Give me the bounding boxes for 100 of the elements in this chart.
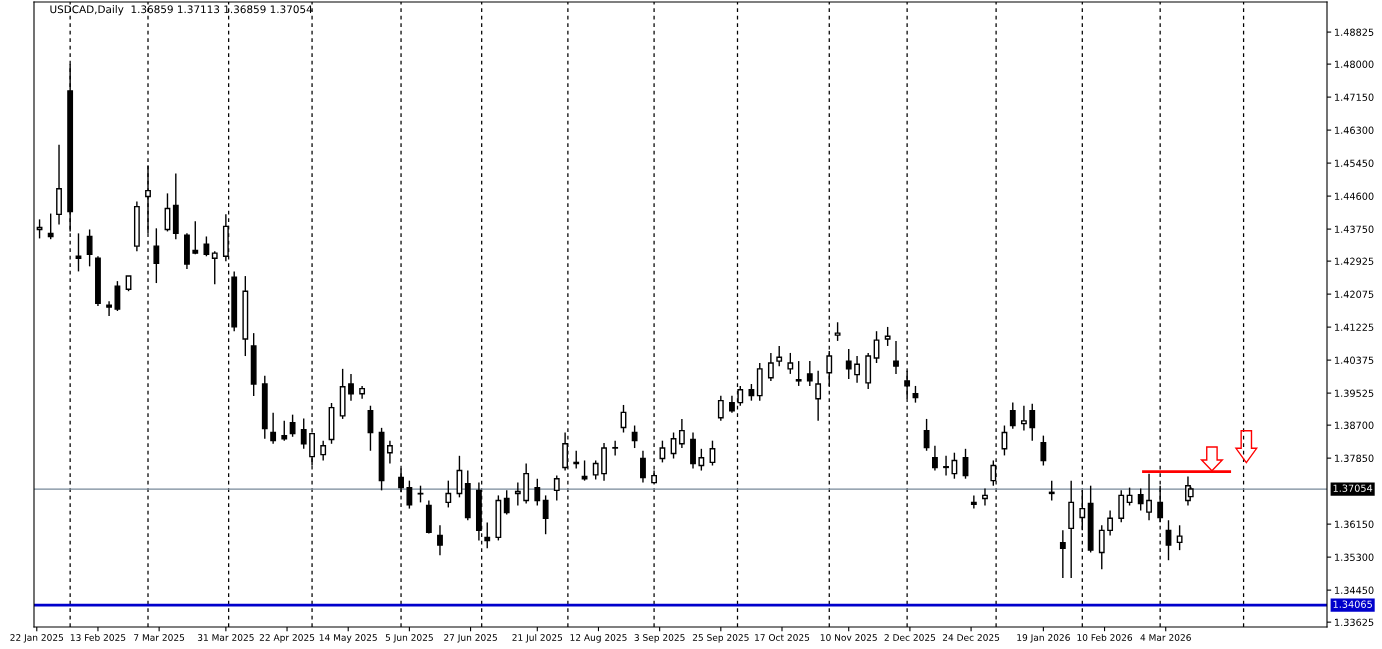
candlestick [982,487,988,507]
candlestick [281,420,288,442]
candlestick [678,418,685,449]
candlestick [1040,434,1047,467]
candlestick [767,352,774,382]
candlestick [845,348,852,380]
y-tick-label: 1.40375 [1335,356,1374,364]
y-tick-label: 1.37850 [1335,454,1374,462]
candlestick [270,412,277,445]
candlestick [776,345,783,367]
y-tick-label: 1.42075 [1335,290,1374,298]
candlestick [437,524,443,556]
candlestick [592,459,599,481]
y-tick-label: 1.38700 [1335,421,1374,429]
x-tick-label: 24 Dec 2025 [942,634,1000,641]
candlestick [923,418,930,452]
y-tick-label: 1.47150 [1335,93,1374,101]
candlestick [445,479,452,509]
x-tick-label: 3 Sep 2025 [634,634,685,643]
candlestick [951,452,958,480]
candlestick [1146,472,1152,521]
candlestick [631,424,638,449]
candlestick [1137,487,1144,512]
ref-line-label: 1.34065 [1333,600,1372,608]
candlestick [640,450,646,484]
candlestick [698,448,705,472]
candlestick [211,250,218,285]
candlestick [503,489,510,516]
candlestick [1029,403,1036,442]
y-tick-label: 1.42925 [1335,257,1374,265]
x-tick-label: 19 Jan 2026 [1017,634,1070,643]
x-tick-label: 22 Jan 2025 [10,634,64,643]
candlestick [153,227,160,284]
candlestick [806,360,813,387]
chart-title: USDCAD,Daily 1.36859 1.37113 1.36859 1.37054 [50,5,313,16]
x-tick-label: 27 Jun 2025 [444,634,497,643]
ref-line-label: 1.37054 [1333,484,1373,492]
candlestick [884,326,891,347]
candlestick [815,370,822,422]
candlestick [106,300,112,317]
candlestick [932,445,938,472]
candlestick [348,373,354,402]
candlestick [834,321,841,342]
candlestick [1059,529,1066,579]
candlestick [553,474,560,502]
y-tick-label: 1.41225 [1335,323,1374,331]
candlestick [893,340,899,375]
candlestick [86,228,93,268]
candlestick [787,352,794,375]
x-tick-label: 10 Nov 2025 [820,634,877,641]
y-tick-label: 1.39525 [1335,389,1374,397]
x-tick-label: 25 Sep 2025 [692,634,749,643]
x-tick-label: 4 Mar 2026 [1140,634,1191,641]
candlestick [1107,509,1114,537]
candlestick [943,455,949,477]
x-tick-label: 31 Mar 2025 [197,634,254,641]
candlestick [203,235,210,257]
candlestick [873,330,880,364]
candlestick [542,494,549,535]
y-tick-label: 1.33625 [1335,618,1374,626]
candlestick [717,394,724,422]
candlestick [406,479,413,510]
y-tick-label: 1.34450 [1335,586,1374,594]
candlestick [1118,489,1125,523]
candlestick [1176,524,1183,551]
candlestick [1098,524,1105,570]
candlestick [1079,489,1086,532]
x-tick-label: 10 Feb 2026 [1077,633,1133,641]
x-tick-label: 22 Apr 2025 [259,634,315,643]
candlestick [289,413,296,438]
x-tick-label: 5 Jun 2025 [385,634,433,643]
y-tick-label: 1.36150 [1335,520,1374,528]
candlestick [192,220,199,256]
y-tick-label: 1.48000 [1335,60,1374,68]
candlestick [659,439,666,464]
y-tick-label: 1.35300 [1335,553,1374,561]
x-tick-label: 13 Feb 2025 [70,633,126,641]
x-tick-label: 17 Oct 2025 [755,634,810,641]
candlestick [387,439,393,465]
candlestick [854,355,860,384]
y-tick-label: 1.44600 [1335,192,1374,200]
x-tick-label: 12 Aug 2025 [570,634,627,643]
candlestick [534,478,541,507]
y-tick-label: 1.45450 [1335,159,1374,167]
y-tick-label: 1.48825 [1335,28,1374,36]
y-tick-label: 1.46300 [1335,126,1374,134]
candlestick [514,481,521,507]
candlestick [795,360,802,387]
candlestick [1020,405,1027,432]
x-tick-label: 21 Jul 2025 [512,633,563,643]
y-tick-label: 1.43750 [1335,225,1374,233]
x-tick-label: 2 Dec 2025 [884,634,936,641]
candlestick [484,521,491,549]
candlestick [47,212,54,240]
candlestick [1009,401,1016,430]
candlestick [612,439,619,457]
candlestick [145,164,151,235]
candlestick [320,439,327,462]
candlestick [300,417,307,450]
x-tick-label: 7 Mar 2025 [134,634,185,641]
